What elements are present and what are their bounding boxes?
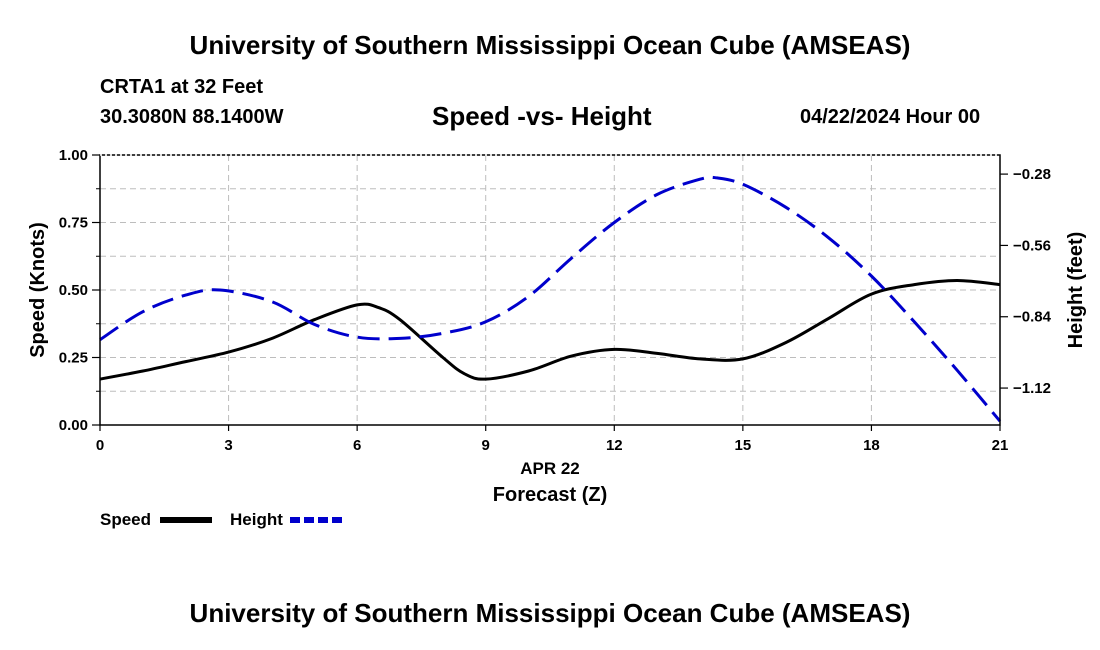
- banner-title-top: University of Southern Mississippi Ocean…: [189, 30, 911, 60]
- y-tick-label: 1.00: [59, 147, 88, 164]
- y-tick-label: 0.50: [59, 282, 88, 299]
- grid-lines: [100, 155, 1000, 425]
- axis-ticks: 0 3 6 9 12 15 18 21 0.00 0.25 0.50 0.75 1.00 −0.28 −0.…: [59, 147, 1052, 454]
- x-date-label: APR 22: [520, 459, 580, 478]
- station-label: CRTA1 at 32 Feet: [100, 76, 264, 98]
- x-tick-label: 15: [735, 437, 752, 454]
- x-tick-label: 0: [96, 437, 104, 454]
- x-tick-label: 18: [863, 437, 880, 454]
- x-tick-label: 3: [224, 437, 232, 454]
- x-axis-label: Forecast (Z): [493, 484, 607, 506]
- series-line-height: [99, 175, 1002, 423]
- y-tick-label: 0.00: [59, 417, 88, 434]
- y-axis-label: Speed (Knots): [27, 222, 49, 358]
- x-tick-label: 6: [353, 437, 361, 454]
- y2-tick-label: −0.56: [1013, 237, 1051, 254]
- legend-label-height: Height: [230, 510, 283, 529]
- y2-tick-label: −0.28: [1013, 166, 1051, 183]
- banner-title-bottom: University of Southern Mississippi Ocean…: [189, 598, 911, 628]
- series-lines: [99, 175, 1002, 423]
- x-tick-label: 9: [482, 437, 490, 454]
- series-line-speed: [99, 279, 1001, 381]
- x-tick-label: 12: [606, 437, 623, 454]
- coordinates-label: 30.3080N 88.1400W: [100, 106, 284, 128]
- x-tick-label: 21: [992, 437, 1009, 454]
- chart-title: Speed -vs- Height: [432, 101, 652, 131]
- y2-tick-label: −0.84: [1013, 309, 1052, 326]
- y2-tick-label: −1.12: [1013, 380, 1051, 397]
- legend-label-speed: Speed: [100, 510, 151, 529]
- y-tick-label: 0.25: [59, 350, 88, 367]
- y-tick-label: 0.75: [59, 215, 88, 232]
- y2-axis-label: Height (feet): [1065, 232, 1087, 349]
- datetime-label: 04/22/2024 Hour 00: [800, 106, 981, 128]
- legend: Speed Height: [100, 510, 342, 529]
